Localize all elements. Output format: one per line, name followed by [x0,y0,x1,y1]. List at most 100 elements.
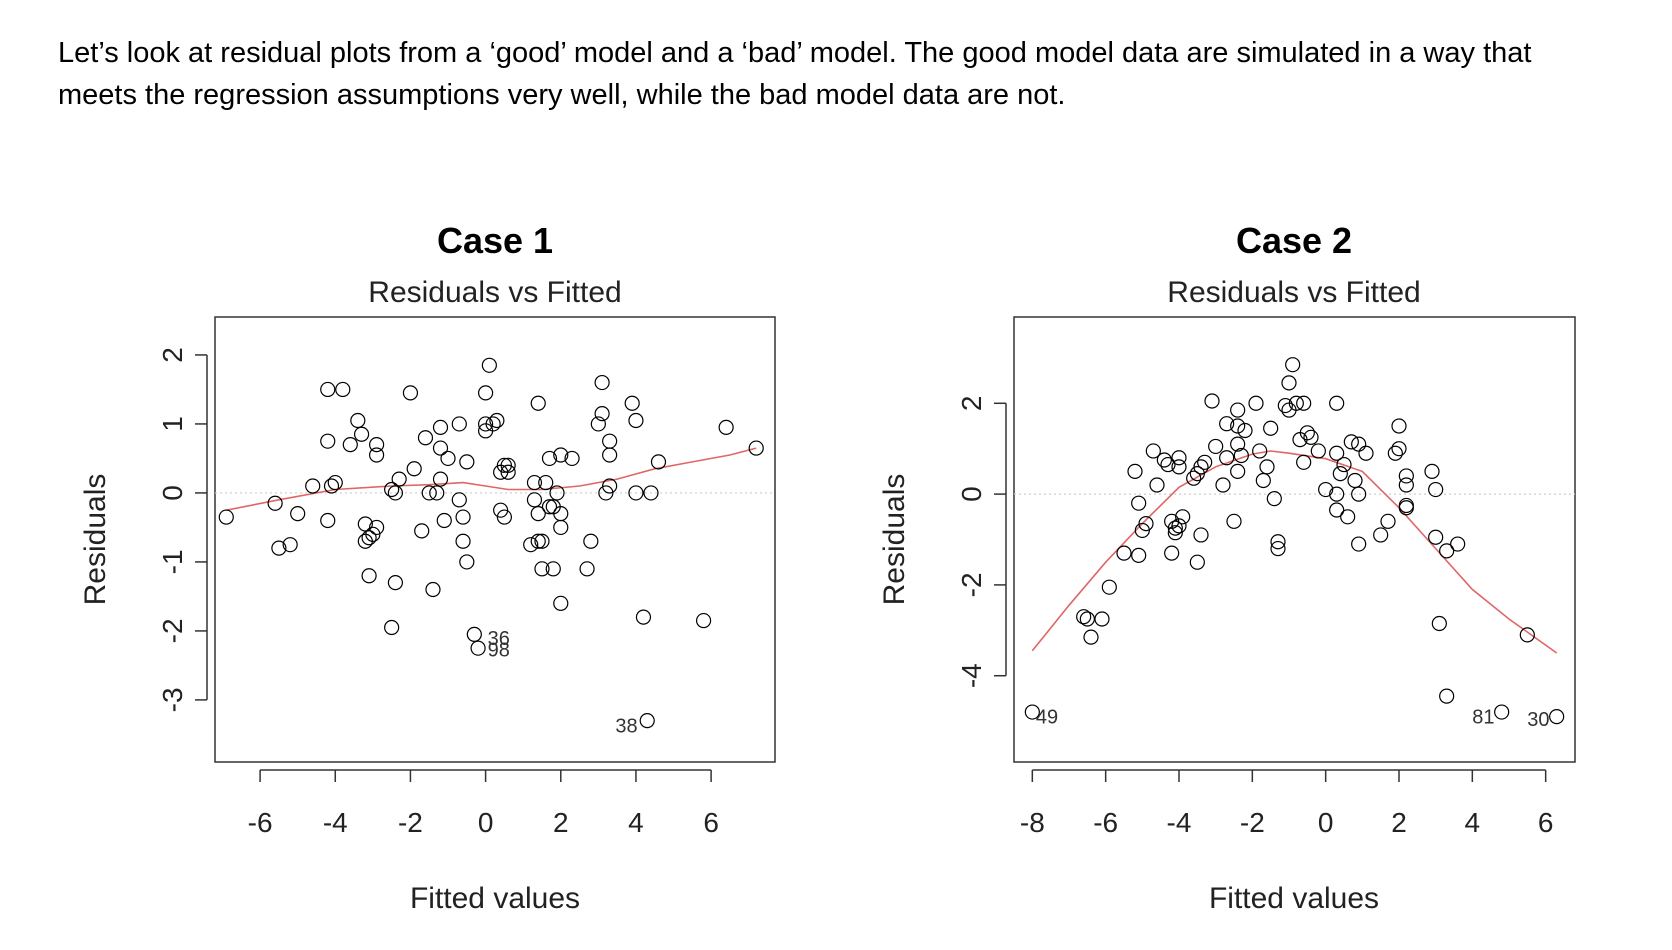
case-1-data-point [583,533,599,549]
case-1-data-point [421,485,437,501]
case-1-data-point [478,385,494,401]
case-2-data-point [1391,441,1407,457]
case-2-title: Case 2 [1236,220,1352,261]
case-1-data-point [451,492,467,508]
case-2-data-point [1204,393,1220,409]
case-2-data-point [1131,495,1147,511]
case-1-data-point [594,374,610,391]
case-2-data-point [1131,547,1147,563]
case-2-data-point [1079,611,1095,627]
case-1-data-point [523,537,539,553]
case-1-data-point [526,474,543,491]
case-1-x-tick-label: 6 [703,807,719,838]
case-1-data-point [305,478,321,494]
case-1-data-point [451,416,467,432]
case-1-data-point [432,471,449,487]
case-1-data-point [470,640,486,656]
case-1-point-label: 38 [615,715,637,737]
case-2-data-point [1164,545,1180,561]
case-1-data-point [553,519,569,536]
case-1-data-point [553,595,569,611]
case-2-data-point [1193,459,1209,475]
case-1-y-tick-label: -2 [157,618,188,643]
case-1-data-point [387,485,404,501]
case-2-point-label: 30 [1527,709,1549,731]
case-1-data-point [650,454,667,470]
case-1-data-point [538,474,554,491]
case-2-x-tick-label: 2 [1391,807,1407,838]
case-2-data-point [1288,395,1304,411]
intro-line-1: Let’s look at residual plots from a ‘goo… [58,37,1532,69]
case-2-data-point [1351,536,1367,552]
case-2-data-point [1450,536,1466,552]
case-2-data-point [1156,452,1172,468]
case-1-data-point [335,381,351,398]
case-2-y-tick-label: 2 [956,395,987,411]
case-1-data-point [534,561,550,577]
case-1-data-point [541,450,558,467]
case-2-data-point [1171,450,1187,466]
case-1-y-tick-label: -3 [157,687,188,712]
case-2-data-point [1160,456,1176,473]
case-2-data-point [1336,456,1352,473]
case-1-data-point [414,523,430,539]
case-2-data-point [1277,397,1293,414]
case-2-data-point [1219,416,1235,432]
case-2-data-point [1233,447,1249,464]
case-2-data-point [1340,509,1356,525]
case-2-data-point [1259,459,1275,475]
case-1-data-point [387,575,404,591]
case-2-data-point [1076,609,1092,625]
case-2-data-point [1296,454,1312,470]
case-2-data-point [1373,527,1389,543]
case-2-data-point [1083,629,1099,645]
case-2-data-point [1266,491,1282,507]
case-2-data-point [1171,518,1187,534]
case-1-data-point [496,457,512,473]
case-2-data-point [1171,459,1187,475]
case-1-data-point [365,526,381,542]
case-1-data-point [290,506,306,522]
case-1-title: Case 1 [437,220,553,261]
case-1-data-point [579,561,595,577]
case-1-y-tick-label: 0 [157,485,188,501]
case-1-point-label: 36 [488,628,510,650]
case-2-data-point [1230,402,1246,418]
case-2-data-point [1127,463,1143,479]
case-1-data-point [455,509,471,525]
case-2-data-point [1398,500,1414,516]
case-2-data-point [1252,443,1268,459]
case-1-data-point [718,419,734,435]
case-1-data-point [432,419,449,435]
case-2-data-point [1351,486,1367,502]
case-1-data-point [489,412,505,429]
case-2-data-point [1391,418,1407,434]
case-2-data-point [1351,436,1367,452]
case-1-data-point [541,499,558,515]
case-2-data-point [1329,502,1345,518]
case-1-data-point [478,416,494,432]
case-1-chart: Case 1 Residuals vs Fitted Fitted values… [79,220,776,915]
case-1-data-point [553,447,569,463]
case-1-data-point [481,357,497,373]
case-1-data-point [327,474,343,491]
case-1-y-axis-label: Residuals [79,474,112,606]
case-2-data-point [1494,704,1510,720]
case-2-data-point [1347,472,1363,489]
case-2-data-point [1332,466,1348,482]
case-1-data-point [534,533,550,549]
case-2-data-point [1175,509,1191,525]
case-1-data-point [353,426,370,442]
case-2-data-point [1519,627,1535,643]
case-1-data-point [320,381,336,398]
case-1-data-point [320,433,336,449]
case-1-x-tick-label: -4 [323,807,348,838]
case-1-x-tick-label: 4 [628,807,644,838]
case-1-data-point [549,485,565,501]
case-1-data-point [384,481,400,498]
case-1-x-axis-label: Fitted values [410,882,580,915]
case-1-data-point [695,612,712,629]
case-1-data-point [282,537,298,553]
case-2-data-point [1428,529,1444,545]
